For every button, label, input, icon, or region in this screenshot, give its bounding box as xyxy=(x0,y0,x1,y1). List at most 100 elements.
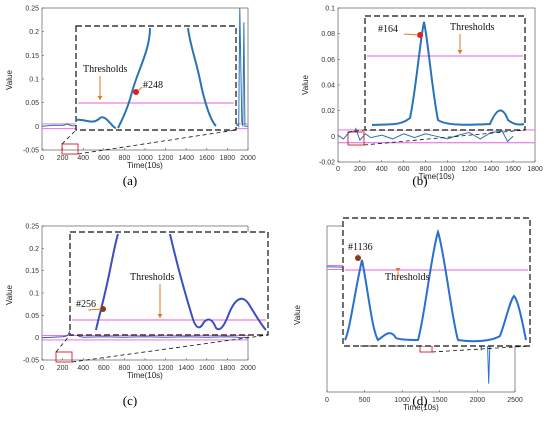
detection-label: #164 xyxy=(378,24,398,35)
zoom-region-box xyxy=(419,345,433,353)
panel-caption: (b) xyxy=(412,173,427,188)
inset-connector xyxy=(363,129,526,146)
panel-b: 0 200 400 600 800 1000 1200 1400 1600 1800-0.0200… xyxy=(301,6,543,189)
thresholds-arrowhead xyxy=(157,314,163,318)
x-tick-label: 800 xyxy=(119,155,131,162)
x-tick-label: 1000 xyxy=(440,166,456,173)
series-line xyxy=(337,127,514,143)
panel-caption: (a) xyxy=(123,173,137,188)
y-tick-label: 0.25 xyxy=(25,6,39,13)
detection-label: #256 xyxy=(76,299,96,310)
x-tick-label: 1600 xyxy=(199,365,215,372)
x-tick-label: 1600 xyxy=(199,155,215,162)
detection-arrow xyxy=(87,308,102,311)
x-tick-label: 400 xyxy=(77,365,89,372)
inset-connector xyxy=(347,129,366,133)
panel-d: 0 500 1000 1500 2000 2500 Time(10s) Value #1136 T… xyxy=(293,217,531,412)
y-tick-label: 0.1 xyxy=(29,77,39,84)
inset-connector xyxy=(71,334,269,363)
y-tick-label: 0.15 xyxy=(25,268,39,275)
thresholds-arrowhead xyxy=(97,96,103,100)
y-tick-label: 0.06 xyxy=(321,57,335,64)
x-tick-label: 800 xyxy=(420,166,432,173)
y-tick-label: -0.02 xyxy=(319,160,335,167)
x-tick-label: 1000 xyxy=(137,155,153,162)
x-tick-label: 200 xyxy=(354,166,366,173)
x-tick-label: 2000 xyxy=(240,365,256,372)
x-tick-label: 600 xyxy=(98,155,110,162)
detection-point xyxy=(100,306,106,312)
x-tick-label: 1800 xyxy=(220,155,236,162)
y-tick-label: 0.08 xyxy=(321,31,335,38)
x-tick-label: 0 xyxy=(325,397,329,404)
x-tick-label: 200 xyxy=(57,365,69,372)
detection-point xyxy=(355,255,361,261)
panel-caption: (d) xyxy=(412,393,427,408)
x-axis-label: Time(10s) xyxy=(127,161,163,170)
inset-series-curve xyxy=(75,116,117,129)
x-axis-label: Time(10s) xyxy=(403,403,439,412)
y-tick-label: 0.05 xyxy=(25,313,39,320)
y-axis-label: Value xyxy=(293,305,302,325)
inset-connector xyxy=(431,345,531,353)
thresholds-arrowhead xyxy=(457,50,463,54)
y-tick-label: 0 xyxy=(35,335,39,342)
y-tick-label: 0.1 xyxy=(325,6,335,13)
x-tick-label: 1200 xyxy=(462,166,478,173)
y-axis-label: Value xyxy=(301,75,310,95)
y-tick-label: -0.05 xyxy=(23,358,39,365)
x-tick-label: 200 xyxy=(57,155,69,162)
inset-series-curve xyxy=(344,228,527,343)
x-tick-label: 1200 xyxy=(158,155,174,162)
x-tick-label: 2500 xyxy=(507,397,523,404)
inset-box xyxy=(69,231,269,336)
x-tick-label: 0 xyxy=(40,365,44,372)
thresholds-label: Thresholds xyxy=(130,272,175,283)
inset-connector xyxy=(55,334,71,353)
detection-point xyxy=(417,32,423,38)
x-tick-label: 1800 xyxy=(220,365,236,372)
detection-label: #1136 xyxy=(348,242,373,253)
x-tick-label: 0 xyxy=(336,166,340,173)
y-tick-label: 0 xyxy=(331,134,335,141)
x-tick-label: 1400 xyxy=(178,155,194,162)
x-tick-label: 1400 xyxy=(178,365,194,372)
thresholds-label: Thresholds xyxy=(450,22,495,33)
y-tick-label: 0.15 xyxy=(25,53,39,60)
thresholds-arrowhead xyxy=(395,268,401,272)
detection-label: #248 xyxy=(143,80,163,91)
y-tick-label: 0.02 xyxy=(321,108,335,115)
detection-arrow xyxy=(403,33,419,36)
thresholds-label: Thresholds xyxy=(385,272,430,283)
x-tick-label: 1000 xyxy=(394,397,410,404)
y-tick-label: 0.1 xyxy=(29,291,39,298)
y-axis-label: Value xyxy=(5,285,14,305)
zoom-region-box xyxy=(55,351,73,363)
x-tick-label: 1200 xyxy=(158,365,174,372)
y-tick-label: 0.2 xyxy=(29,29,39,36)
detection-arrow xyxy=(137,86,143,92)
x-tick-label: 600 xyxy=(398,166,410,173)
x-tick-label: 800 xyxy=(119,365,131,372)
x-tick-label: 1500 xyxy=(432,397,448,404)
panel-a: 0 200 400 600 800 1000 1200 1400 1600 1800 2000 -0.… xyxy=(5,6,256,189)
y-tick-label: 0.2 xyxy=(29,246,39,253)
x-tick-label: 2000 xyxy=(470,397,486,404)
y-tick-label: 0.25 xyxy=(25,224,39,231)
zoom-region-box xyxy=(347,131,365,146)
x-tick-label: 1800 xyxy=(527,166,543,173)
x-tick-label: 400 xyxy=(77,155,89,162)
x-axis-label: Time(10s) xyxy=(127,371,163,380)
x-tick-label: 400 xyxy=(376,166,388,173)
x-tick-label: 1400 xyxy=(483,166,499,173)
y-tick-label: 0.04 xyxy=(321,83,335,90)
x-tick-label: 500 xyxy=(359,397,371,404)
inset-connector xyxy=(61,129,77,145)
y-tick-label: 0 xyxy=(35,124,39,131)
inset-connector xyxy=(77,129,237,155)
inset-series-curve xyxy=(371,21,525,126)
x-tick-label: 600 xyxy=(98,365,110,372)
x-tick-label: 0 xyxy=(40,155,44,162)
panel-caption: (c) xyxy=(123,393,137,408)
